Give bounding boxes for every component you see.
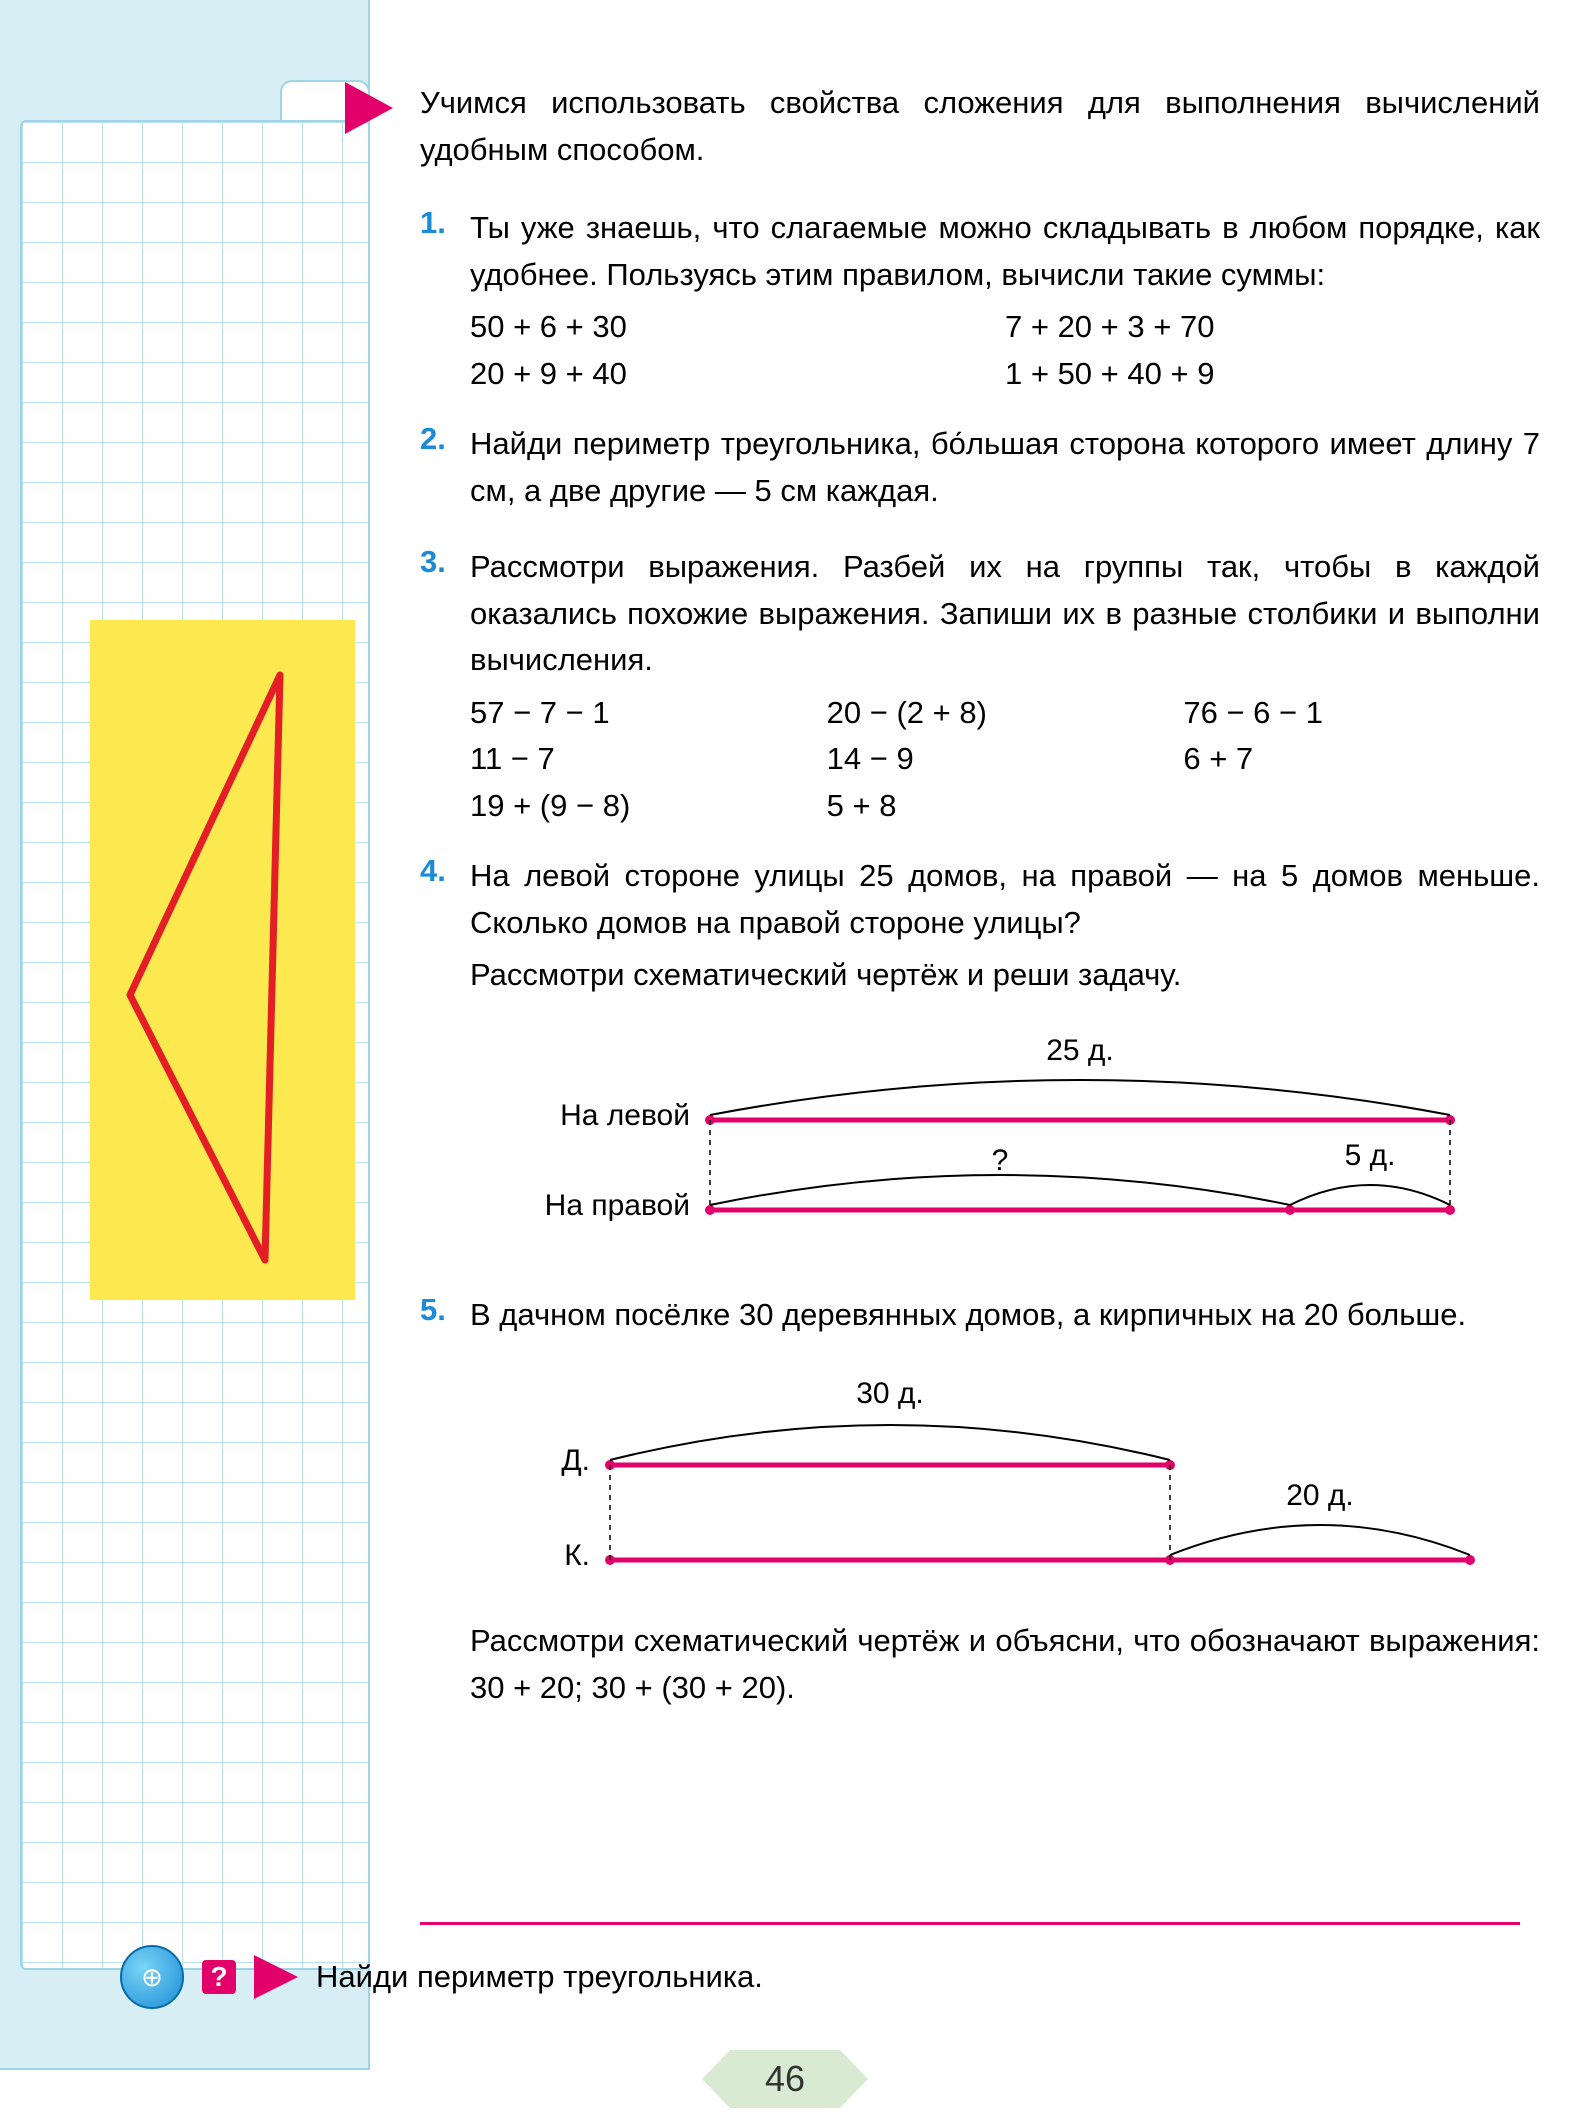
main-content: Учимся использовать свойства сложения дл… xyxy=(420,80,1540,1741)
intro-arrow-icon xyxy=(345,82,393,134)
diagram-label: К. xyxy=(564,1539,590,1572)
exercise-4: 4. На левой стороне улицы 25 домов, на п… xyxy=(420,853,1540,1268)
exercise-1: 1. Ты уже знаешь, что слагаемые можно ск… xyxy=(420,205,1540,397)
question-badge-icon: ? xyxy=(202,1960,236,1994)
intro-text: Учимся использовать свойства сложения дл… xyxy=(420,80,1540,173)
expression: 20 + 9 + 40 xyxy=(470,351,1005,398)
diagram-value: 25 д. xyxy=(1046,1034,1114,1067)
diagram-label: На левой xyxy=(560,1099,690,1132)
math-column: 50 + 6 + 30 20 + 9 + 40 xyxy=(470,304,1005,397)
math-column: 76 − 6 − 1 6 + 7 xyxy=(1183,690,1540,830)
exercise-3: 3. Рассмотри выражения. Разбей их на гру… xyxy=(420,544,1540,829)
exercise-number: 5. xyxy=(420,1292,470,1717)
diagram-4: На левой На правой 25 д. ? 5 д. xyxy=(470,1025,1520,1245)
expression: 11 − 7 xyxy=(470,736,827,783)
math-column: 7 + 20 + 3 + 70 1 + 50 + 40 + 9 xyxy=(1005,304,1540,397)
footer-text: Найди периметр треугольника. xyxy=(316,1959,763,1995)
footer-row: ⊕ ? Найди периметр треугольника. xyxy=(120,1945,1520,2009)
footer-divider xyxy=(420,1922,1520,1925)
exercise-number: 3. xyxy=(420,544,470,829)
expression: 19 + (9 − 8) xyxy=(470,783,827,830)
expression: 7 + 20 + 3 + 70 xyxy=(1005,304,1540,351)
exercise-text: Рассмотри схематический чертёж и объясни… xyxy=(470,1618,1540,1711)
expression: 50 + 6 + 30 xyxy=(470,304,1005,351)
exercise-text: Найди периметр треугольника, бо́льшая ст… xyxy=(470,421,1540,514)
diagram-value: 20 д. xyxy=(1286,1479,1354,1512)
expression: 6 + 7 xyxy=(1183,736,1540,783)
expression: 20 − (2 + 8) xyxy=(827,690,1184,737)
page-number-value: 46 xyxy=(765,2058,805,2100)
exercise-5: 5. В дачном посёлке 30 деревянных домов,… xyxy=(420,1292,1540,1717)
exercise-text: Рассмотри выражения. Разбей их на группы… xyxy=(470,544,1540,684)
diagram-value: ? xyxy=(992,1144,1009,1177)
diagram-5: Д. К. 30 д. 20 д. xyxy=(470,1365,1520,1595)
exercise-text: На левой стороне улицы 25 домов, на прав… xyxy=(470,853,1540,946)
exercise-text: В дачном посёлке 30 деревянных домов, а … xyxy=(470,1292,1540,1339)
exercise-text: Ты уже знаешь, что слагаемые можно склад… xyxy=(470,205,1540,298)
exercise-2: 2. Найди периметр треугольника, бо́льшая… xyxy=(420,421,1540,520)
expression: 76 − 6 − 1 xyxy=(1183,690,1540,737)
expression: 5 + 8 xyxy=(827,783,1184,830)
globe-icon: ⊕ xyxy=(120,1945,184,2009)
page-number: 46 xyxy=(730,2050,840,2108)
diagram-label: Д. xyxy=(561,1444,590,1477)
expression: 57 − 7 − 1 xyxy=(470,690,827,737)
exercise-number: 4. xyxy=(420,853,470,1268)
triangle-figure xyxy=(90,620,355,1300)
exercise-number: 2. xyxy=(420,421,470,520)
math-column: 57 − 7 − 1 11 − 7 19 + (9 − 8) xyxy=(470,690,827,830)
expression: 14 − 9 xyxy=(827,736,1184,783)
footer-arrow-icon xyxy=(254,1955,298,1999)
expression: 1 + 50 + 40 + 9 xyxy=(1005,351,1540,398)
diagram-label: На правой xyxy=(545,1189,690,1222)
exercise-text: Рассмотри схематический чертёж и реши за… xyxy=(470,952,1540,999)
diagram-value: 5 д. xyxy=(1345,1139,1396,1172)
exercise-number: 1. xyxy=(420,205,470,397)
math-column: 20 − (2 + 8) 14 − 9 5 + 8 xyxy=(827,690,1184,830)
diagram-value: 30 д. xyxy=(856,1377,924,1410)
